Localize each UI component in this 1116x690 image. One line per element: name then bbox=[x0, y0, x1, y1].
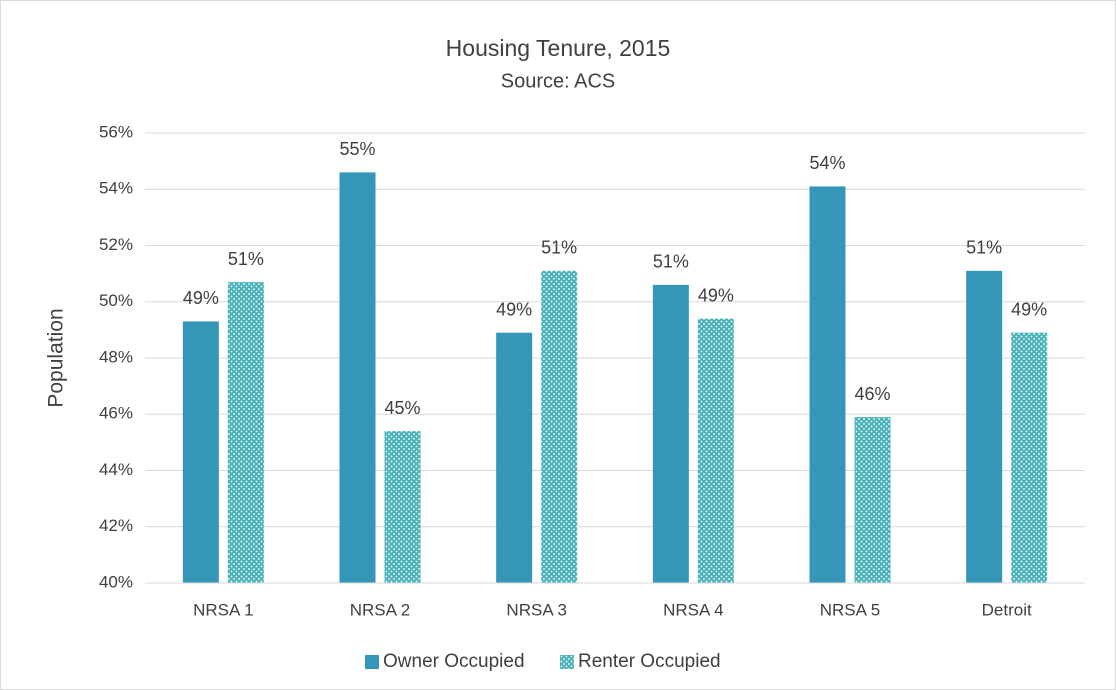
y-tick-label: 54% bbox=[99, 179, 133, 198]
legend-label: Renter Occupied bbox=[578, 651, 721, 672]
data-label: 51% bbox=[541, 238, 577, 258]
x-tick-label: Detroit bbox=[982, 600, 1032, 619]
bar bbox=[182, 321, 219, 583]
data-label: 49% bbox=[698, 285, 734, 305]
bar bbox=[384, 431, 421, 583]
legend-swatch bbox=[365, 655, 379, 669]
data-label: 46% bbox=[854, 384, 890, 404]
bar bbox=[966, 270, 1003, 583]
x-tick-label: NRSA 4 bbox=[663, 600, 723, 619]
bar bbox=[339, 172, 376, 583]
data-label: 51% bbox=[966, 238, 1002, 258]
data-label: 54% bbox=[809, 153, 845, 173]
bar bbox=[496, 332, 533, 583]
data-label: 51% bbox=[228, 249, 264, 269]
bar bbox=[652, 284, 689, 583]
y-tick-label: 48% bbox=[99, 347, 133, 366]
x-tick-label: NRSA 5 bbox=[820, 600, 880, 619]
chart-title: Housing Tenure, 2015 bbox=[446, 35, 671, 61]
data-label: 51% bbox=[653, 252, 689, 272]
y-tick-label: 56% bbox=[99, 122, 133, 141]
data-label: 55% bbox=[339, 139, 375, 159]
legend-swatch bbox=[560, 655, 574, 669]
y-tick-label: 46% bbox=[99, 404, 133, 423]
data-label: 49% bbox=[496, 299, 532, 319]
x-tick-label: NRSA 1 bbox=[193, 600, 253, 619]
y-axis-label: Population bbox=[45, 308, 68, 407]
bar bbox=[541, 270, 578, 583]
y-tick-label: 52% bbox=[99, 235, 133, 254]
y-tick-label: 50% bbox=[99, 291, 133, 310]
y-tick-label: 44% bbox=[99, 460, 133, 479]
legend-label: Owner Occupied bbox=[383, 651, 525, 672]
bar bbox=[1011, 332, 1048, 583]
chart-subtitle: Source: ACS bbox=[501, 70, 616, 92]
y-tick-label: 40% bbox=[99, 572, 133, 591]
bar bbox=[809, 186, 846, 583]
data-label: 49% bbox=[1011, 299, 1047, 319]
bar bbox=[697, 318, 734, 583]
data-label: 45% bbox=[384, 398, 420, 418]
y-tick-label: 42% bbox=[99, 516, 133, 535]
x-tick-label: NRSA 3 bbox=[506, 600, 566, 619]
bar bbox=[227, 282, 264, 583]
data-label: 49% bbox=[183, 288, 219, 308]
bar bbox=[854, 417, 891, 583]
x-tick-label: NRSA 2 bbox=[350, 600, 410, 619]
